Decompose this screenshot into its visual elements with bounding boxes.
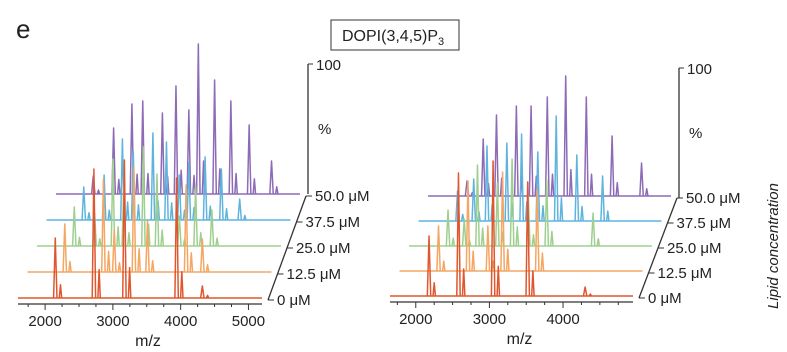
spectrum-trace	[27, 166, 272, 273]
x-tick-label: 2000	[399, 311, 432, 328]
x-tick-label: 2000	[28, 313, 61, 330]
concentration-label: 12.5 μM	[658, 265, 713, 282]
concentration-label: 50.0 μM	[686, 190, 741, 207]
title-box	[330, 19, 460, 51]
y-tick-label: 100	[316, 57, 341, 74]
spectrum-trace	[18, 159, 262, 299]
spectrum-trace	[46, 132, 291, 221]
spectrum-trace	[399, 171, 643, 272]
spectrum-trace	[37, 146, 281, 247]
title-text: DOPI(3,4,5)P3	[342, 28, 444, 48]
concentration-label: 25.0 μM	[667, 240, 722, 257]
spectrum-trace	[428, 75, 671, 197]
spectrum-trace	[390, 160, 633, 297]
x-tick-label: 5000	[232, 313, 265, 330]
concentration-label: 37.5 μM	[677, 215, 732, 232]
spectrum-trace	[56, 43, 300, 195]
concentration-label: 37.5 μM	[306, 214, 361, 231]
x-axis-title: m/z	[135, 333, 161, 350]
x-tick-label: 3000	[473, 311, 506, 328]
y-axis-title: %	[689, 125, 702, 142]
concentration-label: 0 μM	[277, 292, 311, 309]
concentration-label: 0 μM	[648, 290, 682, 307]
x-axis-title: m/z	[507, 331, 533, 348]
title-main: DOPI(3,4,5)P	[342, 28, 438, 45]
panel-letter: e	[16, 14, 30, 44]
x-tick-label: 4000	[546, 311, 579, 328]
concentration-label: 50.0 μM	[315, 188, 370, 205]
figure-title: DOPI(3,4,5)P3	[330, 19, 460, 51]
concentration-label: 25.0 μM	[296, 240, 351, 257]
spectrum-panel-left: 2000 3000 4000 5000 m/z 0 μM 12.5 μM 25.0 μM 37.…	[18, 43, 370, 350]
z-axis-title: Lipid concentration	[765, 183, 782, 309]
spectrum-trace	[418, 115, 662, 222]
x-tick-label: 3000	[96, 313, 129, 330]
spectrum-panel-right: 2000 3000 4000 m/z 0 μM 12.5 μM 25.0 μM 37.5 μM…	[390, 61, 782, 348]
title-subscript: 3	[438, 36, 444, 48]
y-axis-title: %	[318, 121, 331, 138]
concentration-label: 12.5 μM	[287, 266, 342, 283]
x-tick-label: 4000	[164, 313, 197, 330]
y-tick-label: 100	[687, 61, 712, 78]
